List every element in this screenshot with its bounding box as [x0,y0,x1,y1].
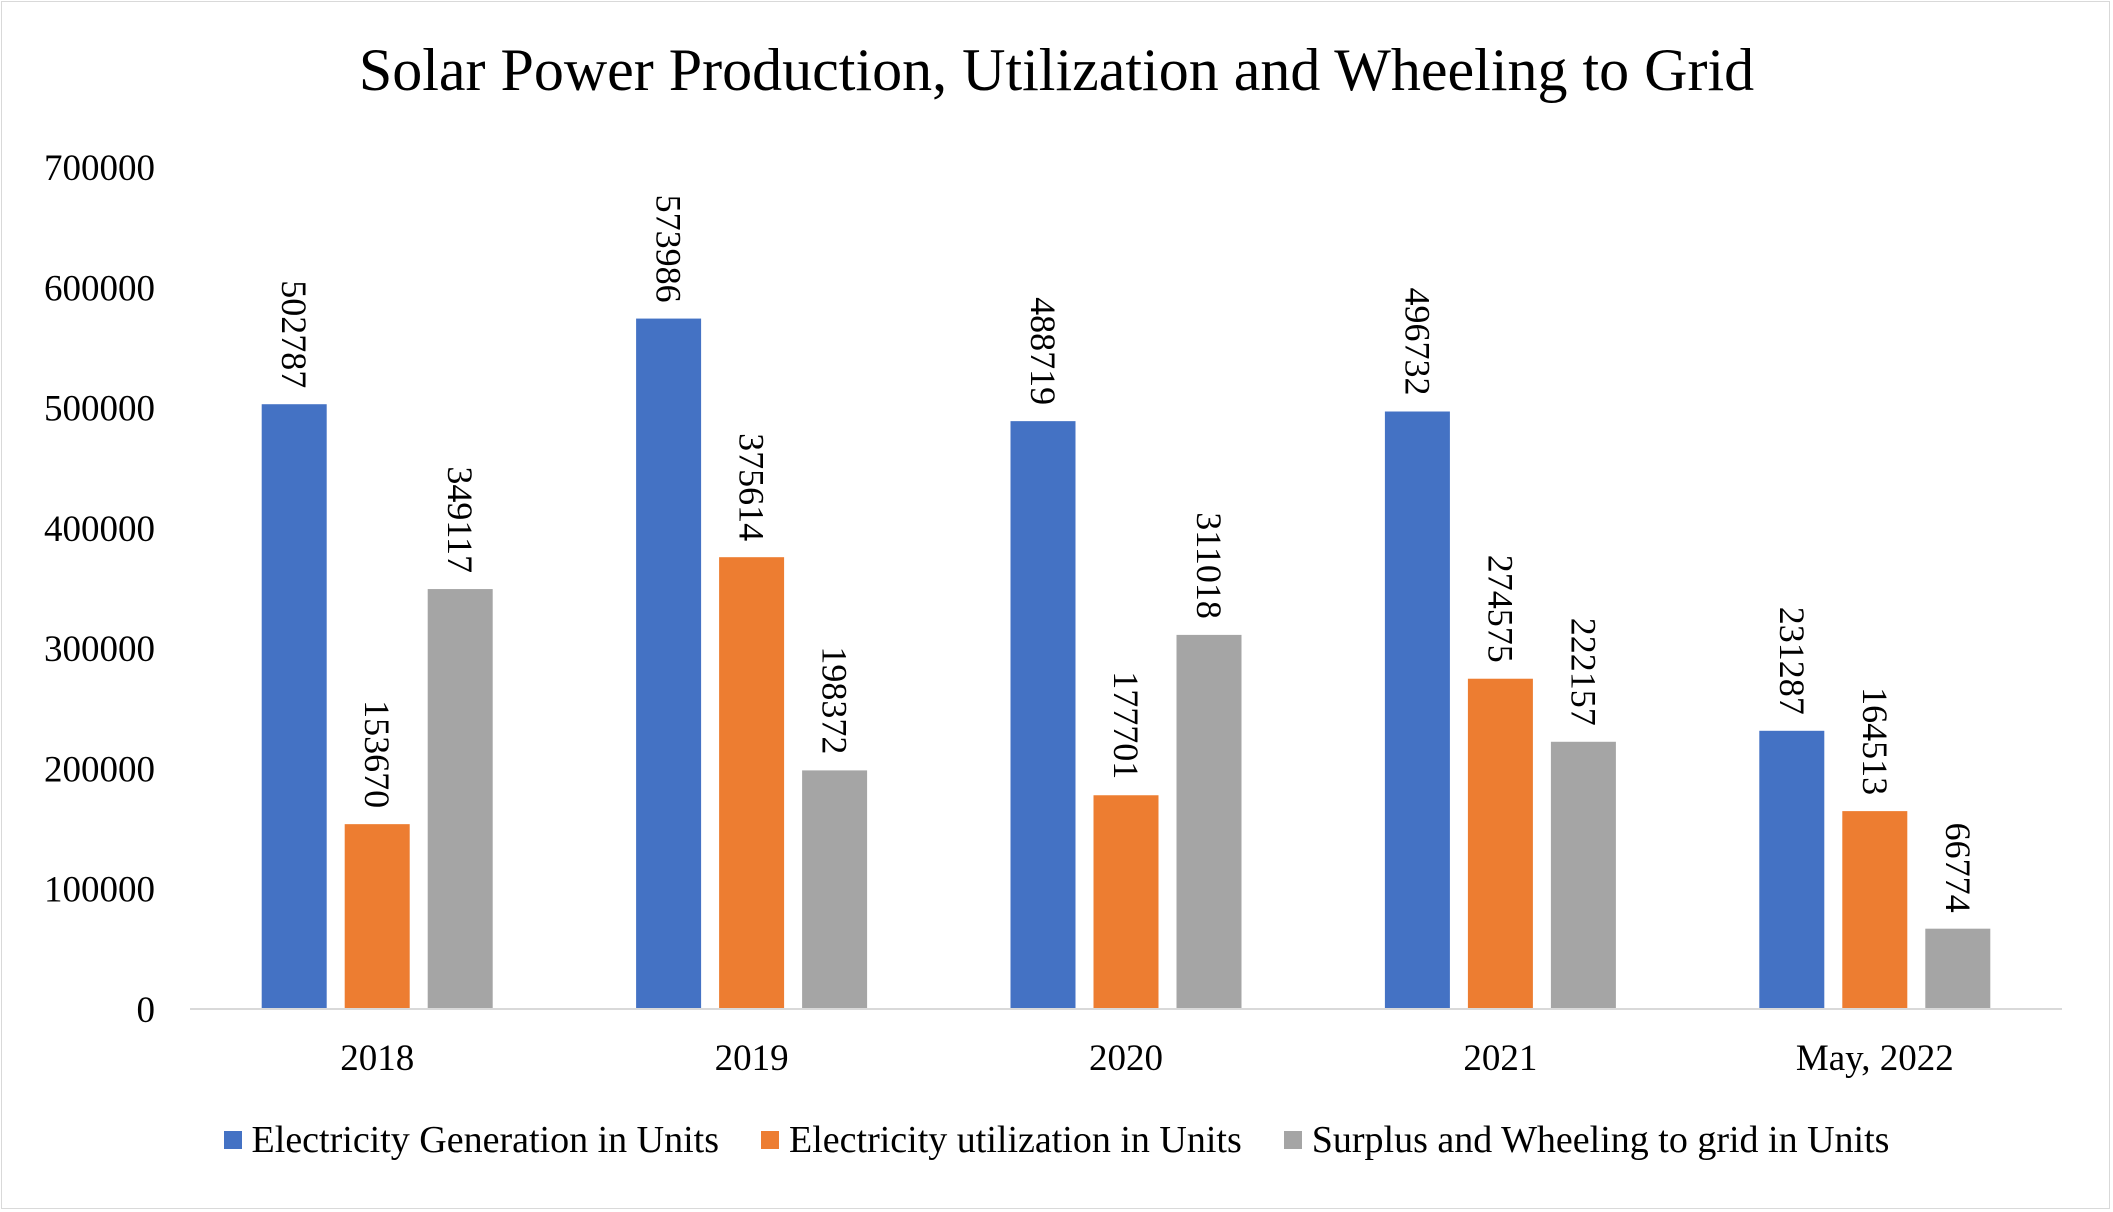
y-axis-ticks: 0 100000 200000 300000 400000 500000 600000 700… [44,148,155,1031]
data-label: 502787 [274,280,314,388]
bar [802,770,868,1009]
legend-swatch-generation [223,1131,242,1149]
y-tick-label: 600000 [44,268,155,309]
bar [1759,730,1825,1009]
y-tick-label: 0 [137,990,156,1031]
data-label: 198372 [815,646,855,754]
bar [1010,421,1076,1009]
x-tick-label: 2020 [1089,1038,1163,1079]
bars [261,318,1991,1009]
legend-item-generation: Electricity Generation in Units [223,1118,720,1162]
legend-label-generation: Electricity Generation in Units [251,1119,720,1161]
bar [344,824,410,1009]
chart-title: Solar Power Production, Utilization and … [358,37,1755,103]
bar [1384,411,1450,1009]
bar [636,318,702,1009]
data-label: 375614 [732,433,772,541]
x-tick-label: 2019 [715,1038,789,1079]
y-tick-label: 500000 [44,389,155,430]
data-label: 177701 [1106,671,1146,779]
data-label: 349117 [440,466,480,573]
legend-swatch-surplus [1283,1131,1302,1149]
data-label: 231287 [1772,607,1812,715]
x-axis-ticks: 2018 2019 2020 2021 May, 2022 [340,1038,1954,1079]
bar [1550,741,1616,1009]
y-tick-label: 100000 [44,870,155,911]
bar [719,557,785,1009]
bar [427,589,493,1009]
data-label: 222157 [1563,618,1603,726]
data-label: 311018 [1189,512,1229,619]
legend-label-utilization: Electricity utilization in Units [789,1119,1242,1161]
bar [1093,795,1159,1009]
y-tick-label: 200000 [44,749,155,790]
legend: Electricity Generation in Units Electric… [0,1118,2113,1162]
x-tick-label: 2018 [340,1038,414,1079]
data-label: 164513 [1855,687,1895,795]
bar [1467,678,1533,1009]
legend-item-utilization: Electricity utilization in Units [761,1118,1242,1162]
y-tick-label: 400000 [44,509,155,550]
data-labels: 502787 153670 349117 573986 375614 198372 4887… [274,195,1978,913]
bar [1925,928,1991,1009]
bar [1176,634,1242,1009]
data-label: 153670 [357,700,397,808]
legend-item-surplus: Surplus and Wheeling to grid in Units [1283,1118,1890,1162]
x-tick-label: May, 2022 [1796,1038,1954,1079]
data-label: 66774 [1938,823,1978,913]
y-tick-label: 700000 [44,148,155,189]
legend-swatch-utilization [761,1131,780,1149]
data-label: 274575 [1480,555,1520,663]
y-tick-label: 300000 [44,629,155,670]
bar [1842,811,1908,1009]
legend-label-surplus: Surplus and Wheeling to grid in Units [1311,1119,1890,1161]
x-tick-label: 2021 [1463,1038,1537,1079]
bar [261,404,327,1009]
data-label: 496732 [1397,288,1437,396]
data-label: 573986 [649,195,689,303]
data-label: 488719 [1023,297,1063,405]
